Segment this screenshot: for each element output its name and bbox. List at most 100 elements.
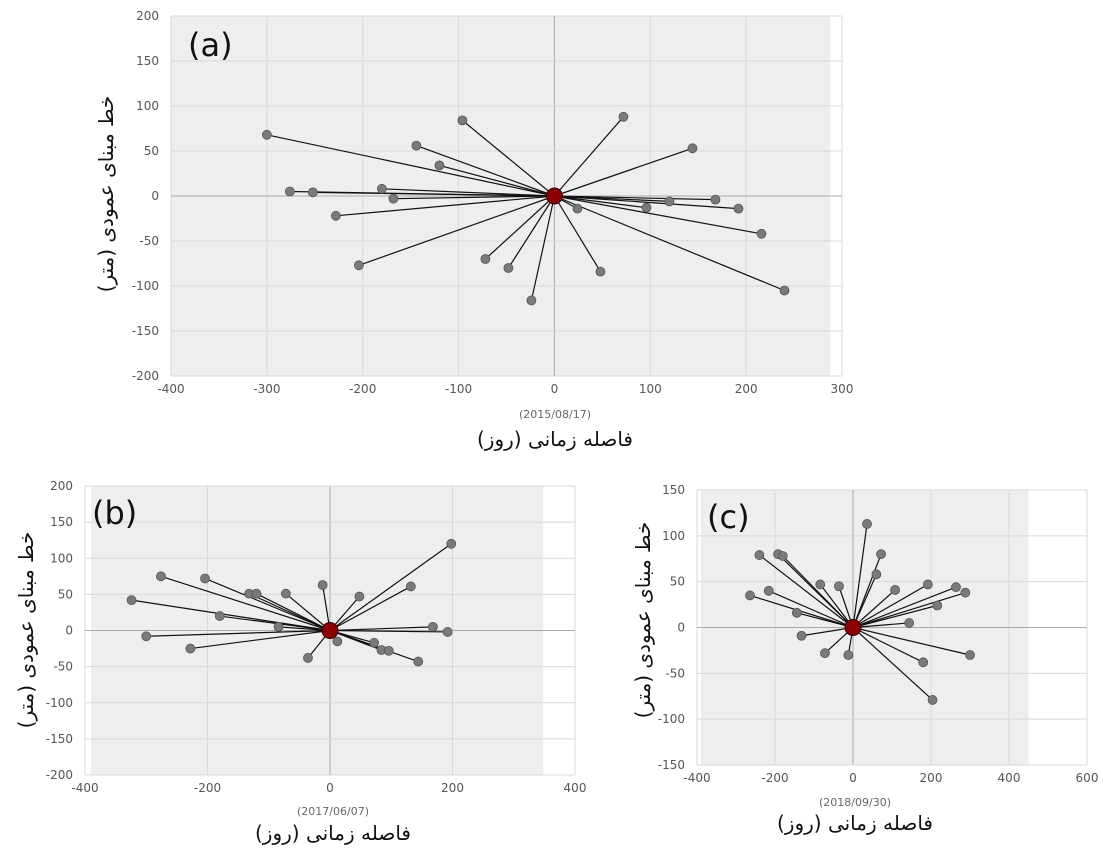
panel-a-x-tick-label: -300 — [253, 382, 280, 396]
panel-a-x-tick-label: -400 — [157, 382, 184, 396]
panel-a-baseline-line — [312, 191, 555, 197]
panel-c-baseline-line — [796, 612, 854, 629]
panel-b-acquisition-point — [427, 621, 438, 632]
panel-c-baseline-plot: -400 -200 0 200 400 600 -150 -100 -50 0 50 100 150 (… — [631, 483, 1098, 835]
panel-b-baseline-line — [160, 575, 331, 632]
panel-b-baseline-line — [256, 593, 331, 632]
panel-c-y-tick-label: 150 — [662, 483, 685, 497]
panel-b-x-tick-label: -400 — [71, 781, 98, 795]
panel-b-acquisition-point — [156, 571, 166, 582]
panel-a-y-tick-label: -50 — [139, 234, 159, 248]
panel-c-x-tick-label: -200 — [761, 771, 788, 785]
panel-c-y-tick-label: 0 — [677, 621, 685, 635]
panel-c-x-tick-label: 200 — [920, 771, 943, 785]
panel-b-baseline-line — [190, 629, 331, 650]
panel-b-acquisition-point — [442, 627, 453, 637]
panel-b-baseline-line — [131, 599, 331, 632]
panel-a-acquisition-point — [687, 143, 698, 154]
panel-b-y-tick-label: -200 — [46, 768, 73, 782]
panel-a-baseline-line — [507, 195, 555, 269]
panel-a-acquisition-point — [618, 111, 629, 122]
panel-a-acquisition-point — [330, 210, 341, 221]
panel-c-y-axis-label: خط مبنای عمودی (متر) — [631, 522, 655, 719]
panel-a-acquisition-point — [526, 295, 537, 306]
panel-a-y-tick-label: 150 — [136, 54, 159, 68]
panel-c-acquisition-point — [796, 630, 807, 641]
panel-a-baseline-line — [439, 164, 555, 197]
panel-a-baseline-line — [485, 195, 555, 260]
panel-a-acquisition-point — [411, 140, 422, 151]
panel-b-y-tick-label: 200 — [50, 479, 73, 493]
panel-c-acquisition-point — [927, 695, 938, 705]
panel-b-label: (b) — [92, 494, 137, 532]
panel-b-baseline-line — [204, 577, 331, 632]
panel-c-acquisition-point — [965, 650, 975, 660]
panel-b-y-tick-label: -100 — [46, 696, 73, 710]
panel-a-y-tick-label: -150 — [132, 324, 159, 338]
panel-a-acquisition-point — [756, 228, 767, 239]
panel-c-x-tick-label: -400 — [683, 771, 710, 785]
panel-a-acquisition-point — [261, 129, 272, 140]
panel-c-baseline-line — [759, 554, 854, 628]
panel-a-label: (a) — [188, 26, 233, 64]
panel-a-reference-date: (2015/08/17) — [519, 408, 591, 421]
panel-a-x-tick-label: 100 — [639, 382, 662, 396]
panel-c-y-tick-label: 50 — [670, 575, 685, 589]
panel-a-baseline-line — [381, 188, 555, 197]
panel-a-baseline-line — [553, 116, 624, 197]
panel-a-acquisition-point — [572, 203, 583, 214]
panel-c-acquisition-point — [777, 551, 788, 561]
panel-c-x-tick-label: 0 — [849, 771, 857, 785]
panel-b-baseline-line — [278, 626, 331, 632]
panel-c-label: (c) — [707, 498, 750, 536]
panel-b-baseline-line — [285, 593, 331, 631]
panel-b-acquisition-point — [273, 621, 284, 632]
panel-b-acquisition-point — [200, 573, 210, 584]
panel-a-acquisition-point — [641, 202, 652, 213]
panel-c-y-tick-label: -50 — [665, 666, 685, 680]
panel-b-acquisition-point — [251, 588, 262, 599]
panel-b-y-tick-label: 150 — [50, 515, 73, 529]
panel-b-x-tick-label: -200 — [194, 781, 221, 795]
panel-c-reference-date: (2018/09/30) — [819, 796, 891, 809]
panel-b-acquisition-point — [126, 595, 137, 606]
panel-a-x-tick-label: 300 — [831, 382, 854, 396]
panel-a-baseline-line — [358, 195, 555, 266]
panel-b-baseline-line — [329, 543, 452, 631]
panel-b-acquisition-point — [354, 591, 365, 602]
panel-c-acquisition-point — [843, 650, 854, 660]
panel-c-baseline-line — [852, 553, 882, 628]
panel-a-x-tick-label: -100 — [445, 382, 472, 396]
panel-a-acquisition-point — [284, 186, 295, 197]
panel-c-baseline-line — [852, 604, 938, 629]
panel-c-acquisition-point — [745, 590, 755, 601]
panel-a-acquisition-point — [434, 160, 445, 171]
panel-a-master-point — [545, 187, 563, 205]
panel-b-y-tick-label: -50 — [53, 660, 73, 674]
panel-b-y-axis-label: خط مبنای عمودی (متر) — [14, 532, 38, 729]
panel-c-acquisition-point — [904, 618, 915, 628]
panel-c-baseline-line — [852, 622, 910, 629]
panel-c-baseline-line — [852, 589, 896, 628]
panel-a-baseline-line — [554, 195, 762, 235]
panel-a-acquisition-point — [779, 285, 790, 296]
panel-b-y-tick-label: 50 — [58, 587, 73, 601]
panel-c-acquisition-point — [791, 607, 802, 618]
panel-c-acquisition-point — [922, 579, 933, 590]
panel-a-y-tick-label: 0 — [151, 189, 159, 203]
panel-b-y-tick-label: 100 — [50, 551, 73, 565]
panel-c-baseline-line — [852, 627, 933, 701]
panel-a-baseline-plot: -400 -300 -200 -100 0 100 200 300 -200 -150 -100 -5… — [94, 9, 853, 451]
panel-a-baseline-line — [462, 119, 555, 197]
panel-b-acquisition-point — [303, 653, 313, 663]
panel-b-baseline-plot: -400 -200 0 200 400-200-150-100-500501001502… — [14, 479, 586, 845]
panel-a-baseline-line — [554, 195, 716, 201]
panel-c-baseline-line — [852, 586, 957, 629]
panel-b-reference-date: (2017/06/07) — [297, 805, 369, 818]
panel-b-acquisition-point — [413, 656, 424, 667]
panel-c-acquisition-point — [932, 600, 943, 611]
panel-c-acquisition-point — [754, 550, 765, 560]
panel-a-y-tick-label: 200 — [136, 9, 159, 23]
panel-c-x-axis-label: فاصله زمانی (روز) — [777, 811, 933, 835]
panel-c-acquisition-point — [960, 587, 971, 598]
